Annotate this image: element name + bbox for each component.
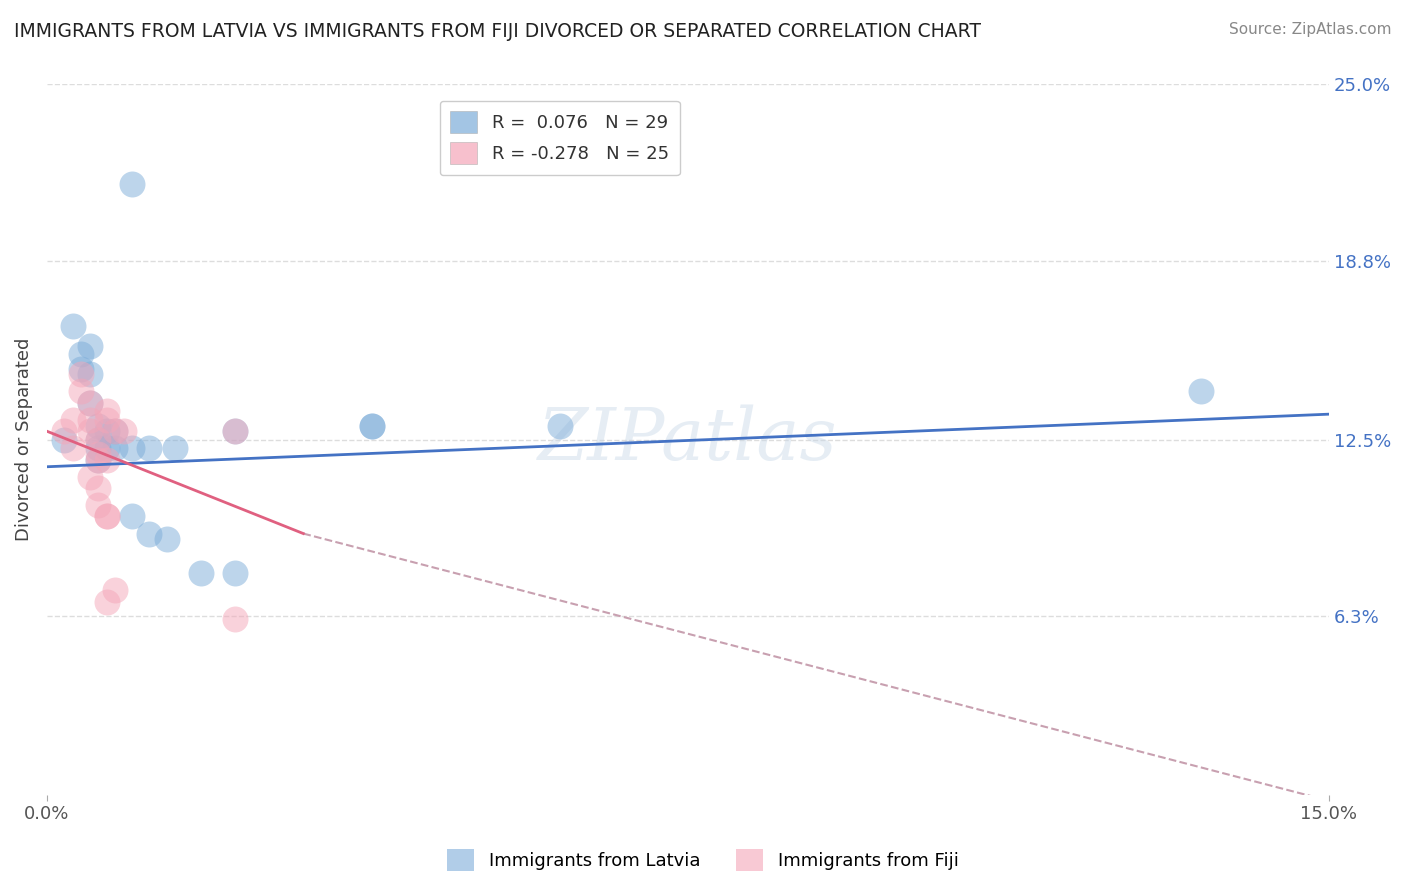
Point: [79, 469, 101, 483]
Point: [190, 566, 212, 581]
Point: [96, 442, 118, 456]
Point: [87, 447, 110, 461]
Point: [62, 442, 84, 456]
Point: [224, 424, 246, 438]
Point: [96, 509, 118, 524]
Point: [165, 442, 187, 456]
Point: [224, 424, 246, 438]
Point: [96, 424, 118, 438]
Point: [79, 396, 101, 410]
Point: [121, 509, 143, 524]
Text: IMMIGRANTS FROM LATVIA VS IMMIGRANTS FROM FIJI DIVORCED OR SEPARATED CORRELATION: IMMIGRANTS FROM LATVIA VS IMMIGRANTS FRO…: [14, 22, 981, 41]
Point: [96, 452, 118, 467]
Point: [121, 177, 143, 191]
Point: [138, 526, 160, 541]
Point: [112, 424, 135, 438]
Text: ZIPatlas: ZIPatlas: [538, 404, 838, 475]
Point: [87, 442, 110, 456]
Point: [87, 452, 110, 467]
Point: [53, 424, 76, 438]
Point: [53, 433, 76, 447]
Point: [224, 566, 246, 581]
Point: [96, 595, 118, 609]
Point: [87, 433, 110, 447]
Point: [87, 433, 110, 447]
Point: [138, 442, 160, 456]
Point: [70, 347, 93, 361]
Legend: R =  0.076   N = 29, R = -0.278   N = 25: R = 0.076 N = 29, R = -0.278 N = 25: [440, 101, 681, 176]
Point: [79, 339, 101, 353]
Y-axis label: Divorced or Separated: Divorced or Separated: [15, 338, 32, 541]
Point: [360, 418, 382, 433]
Point: [104, 583, 127, 598]
Point: [104, 424, 127, 438]
Point: [79, 424, 101, 438]
Point: [70, 368, 93, 382]
Text: Source: ZipAtlas.com: Source: ZipAtlas.com: [1229, 22, 1392, 37]
Point: [70, 384, 93, 399]
Point: [548, 418, 571, 433]
Point: [87, 418, 110, 433]
Point: [87, 498, 110, 512]
Point: [62, 413, 84, 427]
Point: [79, 368, 101, 382]
Point: [96, 404, 118, 418]
Point: [96, 509, 118, 524]
Point: [224, 612, 246, 626]
Point: [104, 442, 127, 456]
Point: [87, 452, 110, 467]
Point: [155, 533, 177, 547]
Point: [96, 413, 118, 427]
Point: [79, 396, 101, 410]
Legend: Immigrants from Latvia, Immigrants from Fiji: Immigrants from Latvia, Immigrants from …: [440, 842, 966, 879]
Point: [121, 442, 143, 456]
Point: [62, 319, 84, 334]
Point: [87, 481, 110, 495]
Point: [79, 413, 101, 427]
Point: [360, 418, 382, 433]
Point: [70, 361, 93, 376]
Point: [104, 424, 127, 438]
Point: [1189, 384, 1212, 399]
